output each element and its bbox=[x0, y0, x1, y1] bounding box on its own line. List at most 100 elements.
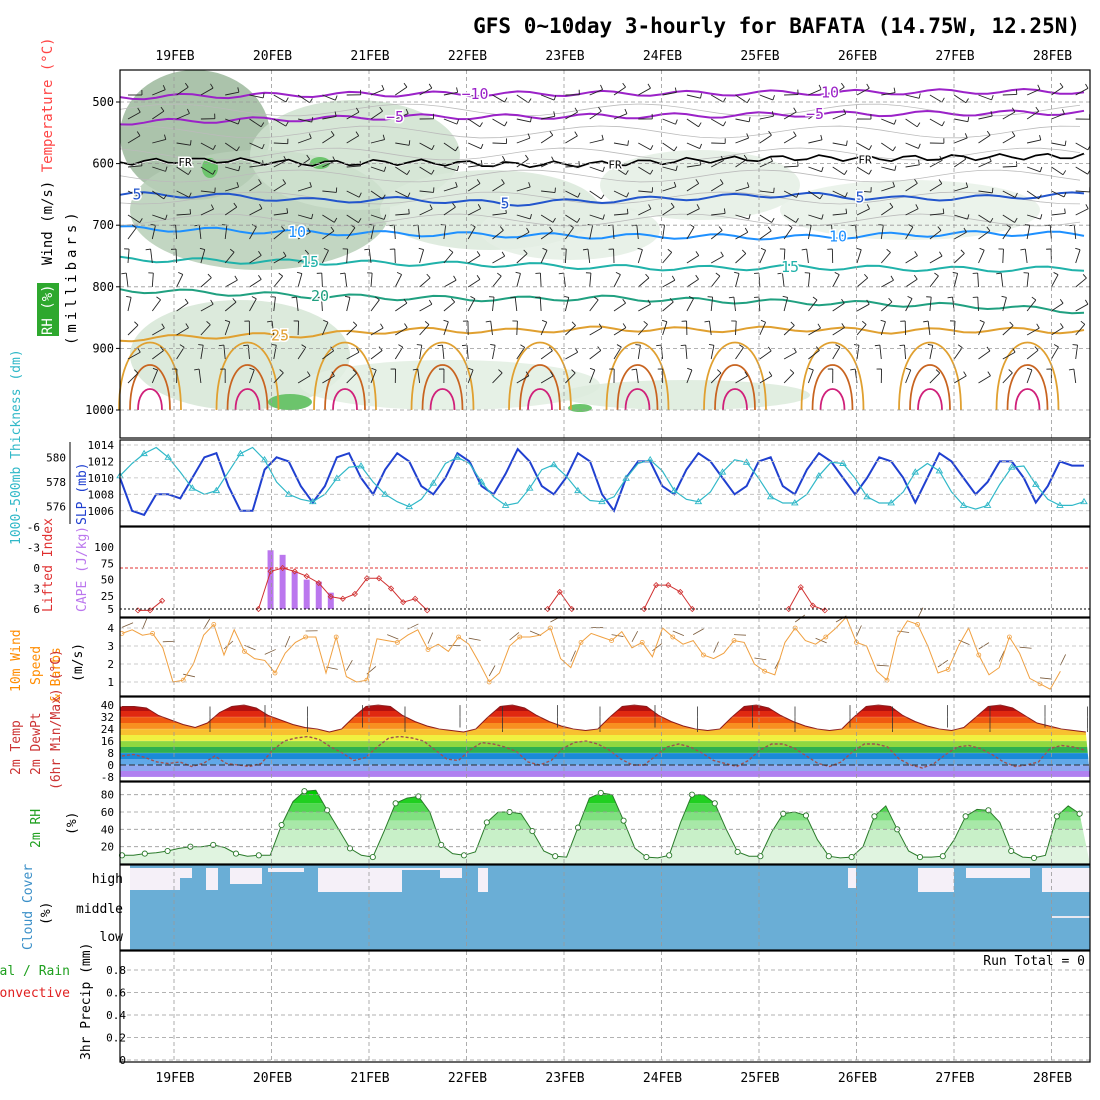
wind-barb bbox=[638, 303, 651, 312]
y-tick-label: 0.4 bbox=[106, 1009, 126, 1022]
wind-barb bbox=[333, 217, 338, 223]
wind-barb bbox=[1026, 225, 1031, 240]
wind-barb bbox=[476, 251, 481, 256]
wind-barb bbox=[759, 250, 767, 264]
wind-barb bbox=[615, 271, 621, 275]
wind-barb bbox=[490, 344, 496, 346]
wind-barb bbox=[404, 323, 408, 328]
wind-barb bbox=[1051, 213, 1066, 216]
surface-isotherm bbox=[313, 341, 377, 411]
wind-barb bbox=[225, 91, 240, 96]
wind-barb bbox=[914, 179, 918, 184]
wind-barb bbox=[198, 369, 202, 384]
wind-barb bbox=[978, 190, 993, 194]
surface-isotherm bbox=[909, 364, 951, 411]
wind-barb bbox=[346, 227, 356, 240]
y-axis-label: (m/s) bbox=[71, 643, 86, 682]
wind-barb bbox=[127, 227, 137, 240]
wind-barb bbox=[710, 94, 724, 103]
wind-barb bbox=[1059, 298, 1064, 304]
wind-barb bbox=[236, 146, 240, 152]
wind-barb bbox=[600, 194, 605, 200]
wind-barb bbox=[905, 369, 912, 384]
wind-barb bbox=[164, 134, 167, 140]
wind-barb bbox=[428, 83, 433, 89]
wind-barb bbox=[986, 130, 991, 136]
wind-barb bbox=[140, 192, 144, 198]
wind-barb bbox=[499, 226, 504, 231]
wind-barb bbox=[443, 301, 455, 312]
wind-barb bbox=[516, 273, 521, 288]
wind-barb bbox=[1075, 324, 1086, 336]
wind-barb bbox=[695, 179, 700, 184]
wind-barb bbox=[744, 227, 749, 233]
wind-barb bbox=[467, 226, 476, 240]
wind-barb bbox=[218, 344, 224, 347]
wind-barb bbox=[929, 345, 934, 360]
wind-barb bbox=[815, 346, 820, 351]
cape-bar bbox=[291, 571, 298, 609]
wind-barb bbox=[505, 208, 507, 214]
wind-barb bbox=[905, 367, 911, 371]
wind-barb bbox=[125, 273, 129, 288]
wind-barb bbox=[1037, 84, 1041, 90]
cape-bar bbox=[315, 581, 322, 609]
wind-barb bbox=[746, 182, 750, 188]
wind-barb bbox=[502, 155, 506, 161]
wind-barb bbox=[953, 94, 967, 104]
y-tick-label-slp: 1014 bbox=[88, 439, 115, 452]
wind-barb bbox=[468, 142, 482, 150]
wind-barb bbox=[719, 179, 724, 184]
wind-barb bbox=[224, 142, 238, 152]
wind-barb bbox=[258, 251, 262, 256]
isotherm-label: 15 bbox=[301, 253, 319, 271]
isotherm-label: 5 bbox=[132, 186, 141, 204]
cloud-gap bbox=[230, 868, 262, 884]
wind-barb bbox=[443, 319, 449, 323]
wind-barb bbox=[892, 146, 896, 152]
wind-barb bbox=[613, 302, 626, 312]
wind-barb bbox=[152, 139, 166, 144]
rh-marker bbox=[711, 800, 718, 807]
wind-barb bbox=[735, 118, 750, 123]
wind-barb bbox=[905, 255, 918, 264]
wind-speed-marker bbox=[762, 668, 767, 674]
li-marker bbox=[641, 605, 648, 613]
wind-barb bbox=[939, 251, 943, 257]
wind-barb bbox=[759, 115, 774, 120]
wind-barb bbox=[352, 369, 357, 374]
wind-barb bbox=[398, 344, 403, 348]
wind-barb bbox=[710, 297, 714, 312]
wind-barb bbox=[510, 296, 516, 299]
cloud-gap bbox=[478, 868, 488, 892]
cloud-layer-label: low bbox=[100, 930, 124, 945]
wind-barb bbox=[613, 86, 626, 96]
wind-barb bbox=[1024, 249, 1028, 264]
wind-barb bbox=[262, 92, 265, 99]
wind-barb bbox=[267, 320, 273, 323]
thickness-marker bbox=[815, 471, 823, 479]
wind-barb bbox=[673, 146, 678, 152]
wind-barb bbox=[1040, 214, 1043, 220]
wind-barb bbox=[283, 155, 287, 161]
wind-barb bbox=[306, 154, 311, 160]
wind-barb bbox=[467, 118, 481, 128]
wind-barb bbox=[1026, 299, 1037, 312]
wind-barb bbox=[819, 194, 824, 200]
wind-barb bbox=[194, 368, 200, 371]
wind-barb bbox=[249, 298, 257, 312]
wind-barb bbox=[304, 249, 309, 254]
wind-barb bbox=[403, 298, 408, 304]
wind-barb bbox=[735, 94, 748, 104]
wind-barb bbox=[874, 344, 880, 347]
wind-barb bbox=[176, 346, 185, 360]
wind-barb bbox=[370, 327, 384, 336]
wind-barb bbox=[297, 273, 303, 288]
wind-barb bbox=[1075, 166, 1088, 175]
wind-barb bbox=[237, 87, 240, 93]
rh-marker bbox=[278, 821, 285, 829]
wind-barb bbox=[419, 87, 433, 96]
surface-isotherm bbox=[519, 364, 561, 411]
wind-barb bbox=[808, 110, 821, 120]
wind-barb bbox=[771, 217, 775, 223]
